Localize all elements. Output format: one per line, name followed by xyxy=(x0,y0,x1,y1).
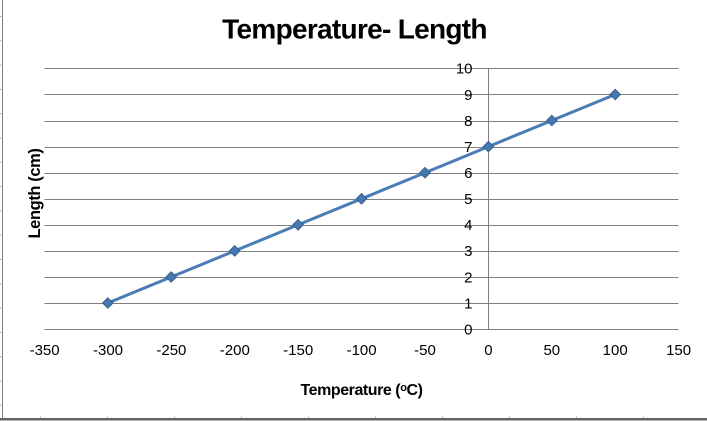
svg-text:150: 150 xyxy=(666,342,691,359)
svg-text:1: 1 xyxy=(464,295,472,312)
svg-text:8: 8 xyxy=(464,113,472,130)
svg-text:5: 5 xyxy=(464,191,472,208)
svg-text:0: 0 xyxy=(464,321,472,338)
svg-text:2: 2 xyxy=(464,269,472,286)
svg-text:Temperature- Length: Temperature- Length xyxy=(222,14,487,45)
svg-text:3: 3 xyxy=(464,243,472,260)
svg-text:10: 10 xyxy=(456,61,473,78)
svg-text:-100: -100 xyxy=(347,342,377,359)
svg-text:7: 7 xyxy=(464,139,472,156)
svg-text:-300: -300 xyxy=(93,342,123,359)
svg-text:-250: -250 xyxy=(156,342,186,359)
svg-text:Temperature (oC): Temperature (oC) xyxy=(301,382,423,399)
svg-text:Length (cm): Length (cm) xyxy=(26,148,44,238)
svg-text:-50: -50 xyxy=(414,342,436,359)
svg-text:4: 4 xyxy=(464,217,472,234)
svg-text:9: 9 xyxy=(464,87,472,104)
svg-text:-150: -150 xyxy=(283,342,313,359)
svg-text:100: 100 xyxy=(603,342,628,359)
svg-text:50: 50 xyxy=(543,342,560,359)
svg-text:-200: -200 xyxy=(220,342,250,359)
svg-text:6: 6 xyxy=(464,165,472,182)
svg-text:0: 0 xyxy=(484,342,492,359)
svg-text:-350: -350 xyxy=(30,342,60,359)
